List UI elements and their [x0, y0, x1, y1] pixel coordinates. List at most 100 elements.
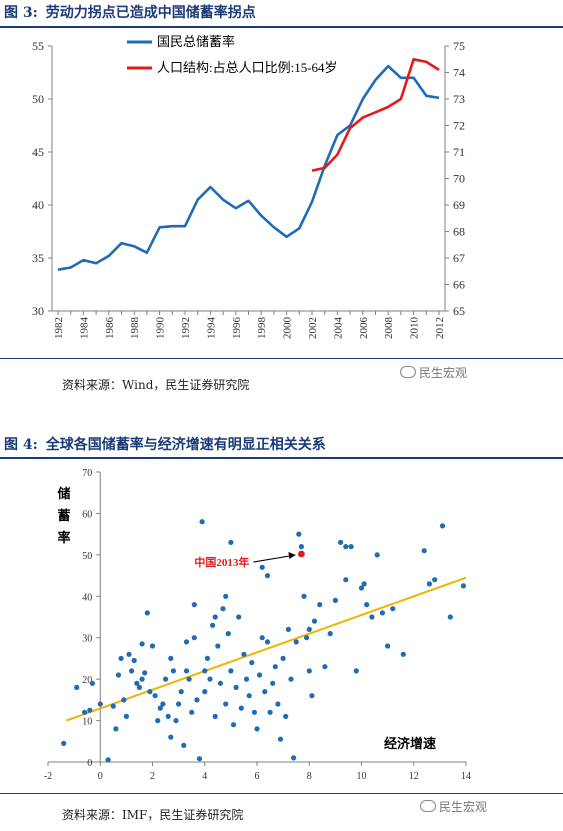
x-tick-label: 1988 [129, 317, 141, 340]
annotation-arrow-line [253, 554, 296, 563]
scatter-point [110, 703, 116, 709]
right-y-tick-label: 70 [453, 172, 465, 186]
figure4-number: 图 4: [4, 437, 38, 453]
scatter-point [369, 614, 375, 620]
scatter-point [186, 676, 192, 682]
scatter-point [212, 614, 218, 620]
wechat-icon [400, 366, 416, 378]
scatter-point [283, 713, 289, 719]
scatter-point [97, 701, 103, 707]
scatter-point [353, 668, 359, 674]
scatter-point [129, 668, 135, 674]
scatter-point [147, 689, 153, 695]
scatter-point [251, 709, 257, 715]
x-tick-label: 2008 [383, 317, 395, 340]
left-y-tick-label: 35 [32, 251, 44, 265]
scatter-point [338, 539, 344, 545]
left-y-tick-label: 40 [32, 198, 44, 212]
scatter-point [74, 684, 80, 690]
scatter-point [264, 573, 271, 579]
x-tick-label: -2 [44, 771, 52, 782]
x-tick-label: 6 [255, 771, 260, 782]
scatter-point [61, 740, 67, 746]
figure4-top-rule [0, 457, 563, 459]
scatter-point [155, 718, 161, 724]
scatter-point [439, 523, 446, 529]
scatter-point [390, 606, 396, 612]
right-y-tick-label: 66 [453, 278, 465, 292]
scatter-point [270, 680, 276, 686]
scatter-point [183, 668, 190, 674]
x-tick-label: 0 [98, 771, 103, 782]
scatter-point [217, 680, 223, 686]
x-axis-label: 经济增速 [384, 736, 436, 751]
wechat-icon [420, 800, 436, 812]
scatter-point [215, 643, 221, 649]
scatter-point [160, 701, 166, 707]
scatter-point [157, 705, 163, 711]
figure3-title-bar: 图 3: 劳动力拐点已造成中国储蓄率拐点 [0, 2, 563, 24]
scatter-point [249, 660, 255, 666]
scatter-point [183, 639, 190, 645]
scatter-point [176, 701, 182, 707]
scatter-point [264, 639, 271, 645]
y-tick-label: 50 [82, 551, 92, 562]
right-y-tick-label: 68 [453, 225, 465, 239]
scatter-point [181, 742, 187, 748]
scatter-point [228, 539, 234, 545]
scatter-point [421, 548, 427, 554]
scatter-point [152, 693, 158, 699]
right-y-tick-label: 74 [453, 66, 465, 80]
scatter-point [199, 519, 205, 525]
scatter-point [163, 676, 169, 682]
scatter-point [322, 664, 328, 670]
scatter-point [317, 602, 323, 608]
scatter-point [173, 718, 179, 724]
x-tick-label: 1990 [155, 317, 167, 340]
scatter-point [309, 693, 315, 699]
x-tick-label: 2004 [332, 317, 344, 340]
scatter-point [149, 643, 156, 649]
scatter-point [113, 726, 119, 732]
figure4-title: 全球各国储蓄率与经济增速有明显正相关关系 [45, 437, 326, 453]
x-tick-label: 2000 [282, 317, 294, 340]
scatter-point [361, 581, 367, 587]
scatter-point [272, 664, 278, 670]
y-tick-label: 20 [82, 675, 92, 686]
y-tick-label: 0 [87, 758, 92, 769]
y-axis-label-char: 储 [56, 486, 70, 501]
x-tick-label: 1996 [231, 317, 243, 340]
scatter-point [189, 709, 195, 715]
left-y-tick-label: 50 [32, 92, 44, 106]
scatter-point [460, 583, 466, 589]
scatter-point [301, 593, 307, 599]
scatter-point [246, 693, 252, 699]
scatter-point [447, 614, 453, 620]
scatter-point [236, 614, 242, 620]
scatter-point [89, 680, 95, 686]
scatter-point [400, 651, 406, 657]
scatter-point [280, 655, 286, 661]
scatter-point [358, 585, 365, 591]
scatter-point [134, 680, 140, 686]
scatter-point [343, 577, 349, 583]
scatter-point [311, 618, 318, 624]
y-axis-label-char: 蓄 [57, 508, 70, 523]
scatter-point [432, 577, 438, 583]
figure3-source: 资料来源：Wind，民生证券研究院 [62, 378, 250, 392]
scatter-point [306, 668, 312, 674]
scatter-point [144, 610, 150, 616]
x-tick-label: 2006 [358, 317, 370, 340]
x-tick-label: 1992 [180, 317, 192, 339]
china-2013-point [298, 550, 305, 558]
scatter-point [202, 668, 208, 674]
scatter-point [233, 684, 239, 690]
right-y-tick-label: 71 [453, 145, 465, 159]
x-tick-label: 2 [150, 771, 155, 782]
scatter-point [267, 709, 273, 715]
y-tick-label: 60 [82, 509, 92, 520]
scatter-point [332, 597, 338, 603]
scatter-point [385, 643, 391, 649]
scatter-point [348, 544, 354, 550]
right-y-tick-label: 69 [453, 198, 465, 212]
